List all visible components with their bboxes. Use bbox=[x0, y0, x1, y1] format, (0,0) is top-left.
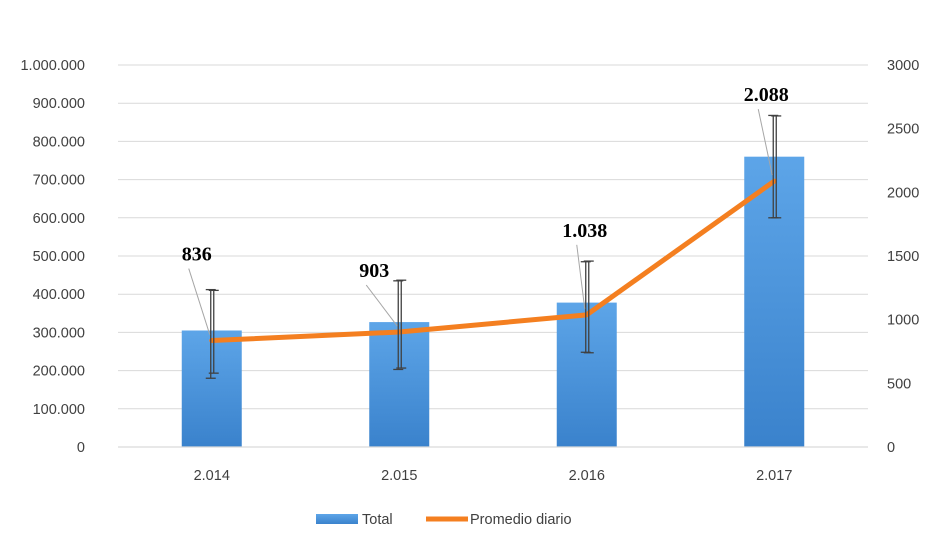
data-label-promedio: 903 bbox=[359, 260, 389, 282]
y-right-tick-label: 2000 bbox=[887, 185, 919, 201]
y-right-tick-label: 3000 bbox=[887, 58, 919, 74]
y-left-tick-label: 0 bbox=[77, 440, 85, 456]
y-left-tick-label: 1.000.000 bbox=[20, 58, 85, 74]
y-right-tick-label: 1500 bbox=[887, 249, 919, 265]
data-labels: 836 903 1.038 2.088 bbox=[182, 84, 789, 335]
error-bar-promedio bbox=[583, 260, 594, 354]
leader-line bbox=[576, 244, 586, 309]
data-label-promedio: 2.088 bbox=[744, 84, 789, 106]
bar-total bbox=[556, 302, 617, 447]
bar-total bbox=[744, 156, 805, 447]
leader-line bbox=[365, 284, 398, 327]
error-bars bbox=[205, 114, 782, 379]
y-left-tick-label: 400.000 bbox=[33, 287, 85, 303]
data-label-promedio: 836 bbox=[182, 244, 212, 266]
x-tick-label: 2.017 bbox=[756, 468, 792, 484]
axes: 0 100.000 200.000 300.000 400.000 500.000 600.… bbox=[20, 58, 919, 484]
y-right-tick-label: 2500 bbox=[887, 122, 919, 138]
x-tick-label: 2.015 bbox=[381, 468, 417, 484]
y-left-tick-label: 900.000 bbox=[33, 96, 85, 112]
legend-swatch-bar bbox=[316, 514, 358, 524]
y-left-tick-label: 100.000 bbox=[33, 402, 85, 418]
y-left-tick-label: 300.000 bbox=[33, 325, 85, 341]
y-left-tick-label: 600.000 bbox=[33, 211, 85, 227]
y-left-tick-label: 800.000 bbox=[33, 134, 85, 150]
leader-line bbox=[188, 268, 211, 335]
x-tick-label: 2.016 bbox=[569, 468, 605, 484]
line-promedio-diario bbox=[209, 178, 777, 344]
x-tick-label: 2.014 bbox=[194, 468, 230, 484]
legend-label: Promedio diario bbox=[470, 512, 572, 528]
legend-label: Total bbox=[362, 512, 393, 528]
bar-total bbox=[369, 322, 430, 447]
error-bar-promedio bbox=[396, 279, 407, 369]
legend-item-total: Total bbox=[316, 512, 393, 528]
y-left-tick-label: 700.000 bbox=[33, 173, 85, 189]
error-bar-promedio bbox=[208, 289, 219, 374]
y-right-tick-label: 0 bbox=[887, 440, 895, 456]
legend: Total Promedio diario bbox=[316, 512, 572, 528]
y-left-tick-label: 200.000 bbox=[33, 364, 85, 380]
y-left-tick-label: 500.000 bbox=[33, 249, 85, 265]
bar-total bbox=[181, 330, 242, 447]
error-bar-promedio bbox=[771, 115, 782, 219]
gridlines bbox=[118, 64, 868, 410]
data-label-promedio: 1.038 bbox=[562, 220, 607, 242]
error-bar-total bbox=[205, 288, 216, 379]
y-right-tick-label: 1000 bbox=[887, 313, 919, 329]
legend-item-promedio-diario: Promedio diario bbox=[426, 512, 572, 528]
line-series-promedio-diario bbox=[209, 178, 777, 344]
y-right-tick-label: 500 bbox=[887, 376, 911, 392]
bar-series-total bbox=[181, 156, 805, 447]
leader-line bbox=[757, 109, 773, 176]
